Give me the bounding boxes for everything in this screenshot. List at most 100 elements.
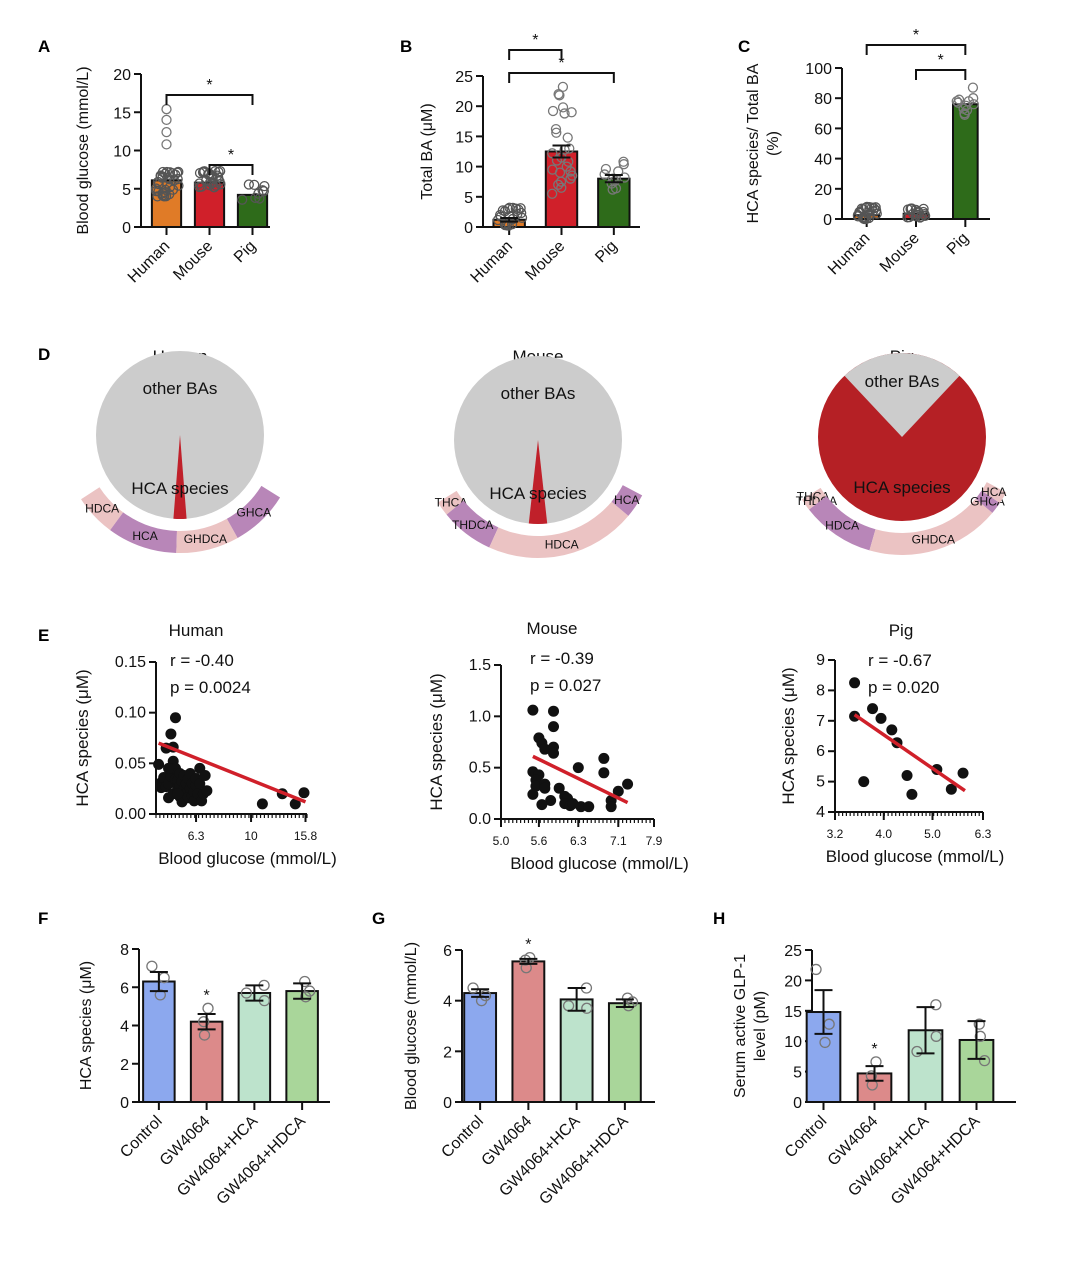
scatter-point [548, 721, 560, 733]
data-point-human [155, 171, 166, 182]
pie-label-hca-species: HCA species [489, 484, 586, 503]
y-tick-label: 10 [455, 160, 473, 177]
data-point-human [153, 186, 164, 197]
y-tick-label: 0.05 [115, 755, 146, 772]
x-tick-label-pig: Pig [231, 238, 259, 266]
data-point-human [152, 191, 163, 202]
regression-line [853, 713, 966, 793]
data-point-mouse [553, 179, 564, 190]
data-point-pig [258, 186, 269, 197]
scatter-title: Human [169, 621, 224, 640]
outlier-point-human [161, 104, 172, 115]
y-axis-label: HCA species (μM) [779, 667, 798, 804]
y-tick-label: 0 [793, 1095, 802, 1112]
x-tick-label-pig: Pig [944, 230, 972, 258]
correlation-p: p = 0.020 [868, 678, 939, 697]
data-point-mouse [547, 188, 558, 199]
outlier-point-human [161, 126, 172, 138]
y-tick-label: 10 [113, 144, 131, 161]
y-tick-label: 100 [805, 61, 832, 78]
data-point-gw4064 [198, 1016, 210, 1028]
scatter-point [612, 785, 624, 797]
bar-pig [597, 177, 631, 228]
x-tick-label-control: Control [438, 1113, 486, 1161]
data-point-human [157, 172, 168, 184]
scatter-point [527, 704, 539, 716]
data-point-mouse [207, 178, 218, 189]
x-tick-label-gw4064-hdca: GW4064+HDCA [888, 1113, 984, 1209]
y-tick-label: 5 [816, 774, 825, 791]
correlation-p: p = 0.027 [530, 676, 601, 695]
y-axis-label: Blood glucose (mmol/L) [403, 942, 420, 1110]
y-tick-label: 7 [816, 713, 825, 730]
scatter-point [256, 798, 268, 810]
scatter-point [575, 801, 587, 813]
ring-label-hca: HCA [614, 493, 639, 507]
data-point-pig [250, 192, 261, 204]
bar-gw4064-hdca [285, 990, 319, 1104]
y-axis-label: Total BA (μM) [419, 103, 436, 199]
x-tick-label: 5.0 [924, 827, 941, 841]
significance-star: * [525, 937, 531, 954]
x-tick-label-mouse: Mouse [170, 238, 216, 284]
ring-segment-hdca [809, 496, 876, 551]
y-axis-label: HCA species (μM) [78, 961, 95, 1090]
pie-label-hca-species: HCA species [853, 478, 950, 497]
panel-e-mouse-scatter: Mouse r = -0.39 p = 0.027 0.0 0.5 1.0 1.5 5.0 5.… [427, 619, 689, 873]
scatter-point [545, 795, 557, 807]
data-point-mouse [547, 105, 559, 117]
significance-star: * [913, 27, 919, 44]
data-point-mouse [547, 148, 558, 159]
y-tick-label: 1.0 [469, 708, 491, 725]
panel-e-pig-scatter: Pig r = -0.67 p = 0.020 4 5 6 7 8 9 3.2 4.0 5.0 6.3 B… [779, 621, 1004, 866]
data-point-pig [243, 179, 254, 190]
y-tick-label: 15 [455, 129, 473, 146]
significance-bracket [508, 72, 615, 83]
panel-letter-c: C [738, 37, 750, 56]
data-point-mouse [910, 204, 921, 216]
panel-letter-f: F [38, 909, 48, 928]
data-point-pig [967, 82, 979, 93]
scatter-point [165, 728, 177, 740]
data-point-pig [600, 163, 612, 175]
panel-b-total-ba-bar-chart: 0 5 10 15 20 25 Total BA (μM) Human Mouse Pig * * [419, 32, 640, 286]
significance-star: * [938, 52, 944, 69]
bar-pig [236, 193, 269, 228]
ring-label-hdca: HDCA [85, 501, 119, 515]
data-point-mouse [906, 203, 917, 214]
correlation-p: p = 0.0024 [170, 678, 251, 697]
bar-gw4064-hca [237, 991, 272, 1103]
ring-segment-hdca [81, 487, 124, 531]
scatter-point [199, 769, 211, 781]
data-point-mouse [565, 166, 576, 177]
pie-slice-hca-species [173, 435, 187, 520]
y-axis-label: HCA species (μM) [73, 669, 92, 806]
x-tick-label: 4.0 [875, 827, 892, 841]
y-tick-label: 6 [816, 743, 825, 760]
y-tick-label: 80 [814, 91, 832, 108]
ring-label-thdca: THDCA [452, 518, 493, 532]
data-point-control [819, 1036, 831, 1049]
bar-pig [952, 103, 979, 220]
x-tick-label-control: Control [117, 1113, 165, 1161]
significance-star: * [206, 77, 212, 94]
x-tick-label-gw4064-hca: GW4064+HCA [174, 1113, 261, 1200]
data-point-gw4064-hdca [300, 991, 312, 1003]
pie-label-other-bas: other BAs [865, 372, 940, 391]
data-point-human [870, 205, 882, 216]
data-point-pig [257, 185, 268, 196]
ring-label-hca: HCA [132, 529, 157, 543]
y-tick-label: 60 [814, 121, 832, 138]
y-tick-label: 10 [784, 1034, 802, 1051]
y-tick-label: 20 [784, 973, 802, 990]
outlier-point-human [161, 114, 172, 126]
correlation-r: r = -0.39 [530, 649, 594, 668]
ring-segment-thdca [446, 500, 499, 548]
ring-label-ghdca: GHDCA [912, 532, 955, 546]
ring-label-hdca: HDCA [545, 537, 579, 551]
data-point-pig [968, 99, 979, 110]
data-point-human [504, 202, 515, 213]
y-tick-label: 6 [120, 980, 129, 997]
